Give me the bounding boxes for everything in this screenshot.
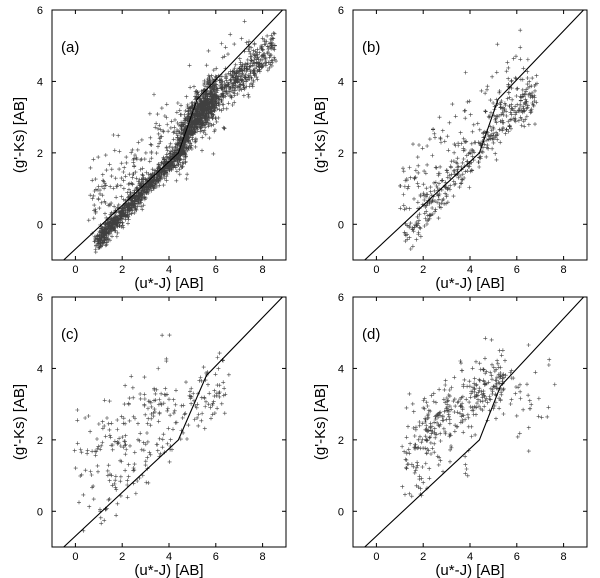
y-tick-label: 2 — [37, 148, 43, 160]
boundary-line — [364, 10, 585, 260]
y-tick-label: 6 — [37, 5, 43, 17]
scatter-markers — [86, 19, 278, 255]
y-tick-label: 4 — [37, 363, 43, 375]
boundary-line — [63, 297, 284, 547]
panel-label: (b) — [362, 39, 380, 56]
x-tick-label: 2 — [420, 264, 426, 276]
boundary-line — [63, 10, 284, 260]
y-axis-label: (g'-Ks) [AB] — [11, 97, 28, 173]
scatter-markers — [400, 336, 557, 499]
y-tick-label: 2 — [338, 148, 344, 160]
y-tick-label: 4 — [338, 76, 344, 88]
x-tick-label: 2 — [119, 264, 125, 276]
scatter-points — [398, 28, 539, 251]
y-axis-label: (g'-Ks) [AB] — [312, 97, 329, 173]
y-tick-label: 0 — [338, 506, 344, 518]
y-tick-label: 6 — [37, 292, 43, 304]
scatter-panel-2: 0 2 4 6 8 0 2 4 6 (u*-J) [AB] (g'-Ks) [AB] (b) — [312, 5, 588, 292]
panel-label: (a) — [61, 39, 79, 56]
y-tick-label: 4 — [338, 363, 344, 375]
plot-frame — [352, 296, 588, 548]
x-tick-label: 0 — [72, 264, 78, 276]
panel-label: (d) — [362, 326, 380, 343]
x-axis-label: (u*-J) [AB] — [435, 562, 504, 578]
scatter-panel-4: 0 2 4 6 8 0 2 4 6 (u*-J) [AB] (g'-Ks) [AB] (d) — [312, 292, 588, 578]
scatter-points — [72, 333, 231, 533]
y-tick-label: 2 — [338, 435, 344, 447]
x-tick-label: 4 — [467, 264, 473, 276]
plot-frame — [51, 296, 287, 548]
y-axis-label: (g'-Ks) [AB] — [312, 384, 329, 460]
scatter-panel-3: 0 2 4 6 8 0 2 4 6 (u*-J) [AB] (g'-Ks) [AB] (c) — [11, 292, 287, 578]
scatter-points — [86, 19, 278, 255]
x-tick-label: 0 — [373, 264, 379, 276]
x-tick-label: 0 — [373, 551, 379, 563]
y-tick-label: 0 — [338, 219, 344, 231]
panel-label: (c) — [61, 326, 79, 343]
x-tick-label: 4 — [166, 264, 172, 276]
x-tick-label: 8 — [561, 264, 567, 276]
x-tick-label: 6 — [213, 264, 219, 276]
boundary-line — [364, 297, 585, 547]
x-tick-label: 0 — [72, 551, 78, 563]
x-axis-label: (u*-J) [AB] — [435, 275, 504, 292]
y-tick-label: 0 — [37, 506, 43, 518]
x-tick-label: 4 — [166, 551, 172, 563]
y-axis-label: (g'-Ks) [AB] — [11, 384, 28, 460]
x-tick-label: 8 — [260, 264, 266, 276]
y-tick-label: 2 — [37, 435, 43, 447]
x-tick-label: 2 — [420, 551, 426, 563]
y-tick-label: 0 — [37, 219, 43, 231]
y-tick-label: 6 — [338, 292, 344, 304]
x-tick-label: 2 — [119, 551, 125, 563]
x-tick-label: 6 — [213, 551, 219, 563]
scatter-panel-1: 0 2 4 6 8 0 2 4 6 (u*-J) [AB] (g'-Ks) [AB] (a) — [11, 5, 287, 292]
x-tick-label: 4 — [467, 551, 473, 563]
y-tick-label: 4 — [37, 76, 43, 88]
x-axis-label: (u*-J) [AB] — [134, 275, 203, 292]
plot-frame — [352, 9, 588, 261]
scatter-points — [400, 336, 557, 499]
x-tick-label: 8 — [561, 551, 567, 563]
x-tick-label: 6 — [514, 264, 520, 276]
x-tick-label: 8 — [260, 551, 266, 563]
x-axis-label: (u*-J) [AB] — [134, 562, 203, 578]
scatter-markers — [398, 28, 539, 251]
scatter-markers — [72, 333, 231, 533]
x-tick-label: 6 — [514, 551, 520, 563]
y-tick-label: 6 — [338, 5, 344, 17]
